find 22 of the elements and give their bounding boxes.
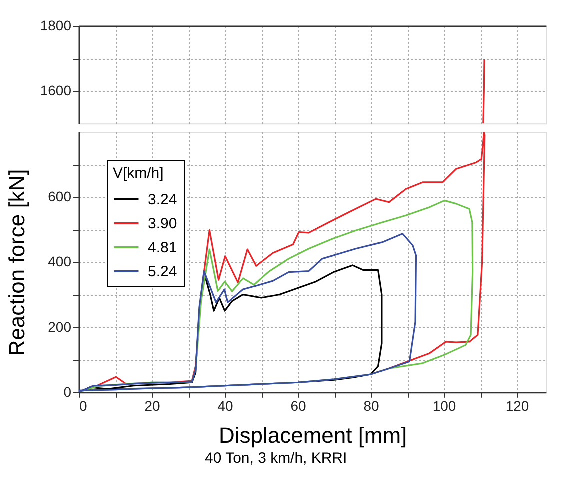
legend-label: 3.90 (148, 216, 178, 232)
legend-label: 4.81 (148, 240, 178, 256)
x-tick-label: 0 (80, 398, 88, 414)
legend-title: V[km/h] (112, 165, 164, 182)
x-tick-label: 40 (218, 398, 234, 414)
legend-label: 5.24 (148, 264, 178, 280)
x-tick-label: 60 (290, 398, 306, 414)
y-tick-label: 0 (64, 384, 72, 400)
legend-label: 3.24 (148, 192, 178, 208)
line-series (79, 233, 418, 392)
y-tick-label: 1800 (40, 18, 72, 34)
y-tick-label: 200 (48, 318, 72, 335)
text: 40 Ton, 3 km/h, KRRI (205, 450, 348, 467)
x-tick-label: 80 (364, 398, 380, 414)
x-tick-label: 100 (432, 398, 456, 414)
y-tick-label: 400 (48, 254, 72, 270)
x-tick-label: 20 (144, 398, 160, 414)
y-tick-label: 1600 (40, 82, 72, 99)
y-tick-label: 600 (48, 188, 72, 205)
x-axis-title: Displacement [mm] (219, 422, 408, 448)
y-axis-title: Reaction force [kN] (4, 169, 30, 356)
x-tick-label: 120 (506, 398, 530, 414)
